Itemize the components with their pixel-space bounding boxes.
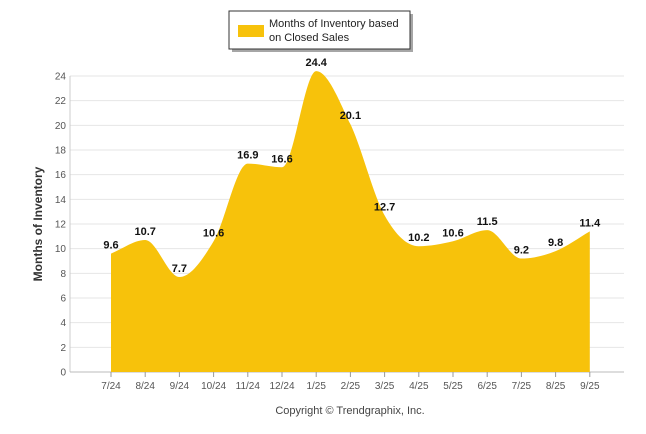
x-tick-label: 5/25: [443, 381, 463, 392]
data-label: 11.4: [579, 217, 601, 229]
y-tick-label: 18: [55, 146, 67, 157]
copyright-text: Copyright © Trendgraphix, Inc.: [275, 405, 424, 417]
y-tick-label: 24: [55, 72, 67, 83]
data-label: 10.2: [408, 232, 429, 244]
x-tick-label: 2/25: [341, 381, 361, 392]
legend-label-line-1: Months of Inventory based: [269, 18, 399, 30]
y-tick-label: 20: [55, 121, 67, 132]
data-label: 10.6: [442, 227, 463, 239]
data-label: 10.7: [134, 226, 155, 238]
y-tick-label: 0: [60, 368, 66, 379]
y-tick-label: 16: [55, 170, 67, 181]
data-label: 20.1: [340, 110, 361, 122]
y-axis-title: Months of Inventory: [31, 166, 45, 281]
x-tick-label: 4/25: [409, 381, 429, 392]
x-tick-label: 8/24: [135, 381, 155, 392]
data-label: 12.7: [374, 201, 395, 213]
legend-swatch: [238, 25, 264, 37]
data-label: 11.5: [477, 216, 498, 228]
data-label: 24.4: [305, 57, 327, 69]
data-label: 16.6: [271, 153, 292, 165]
x-tick-label: 1/25: [306, 381, 326, 392]
data-label: 9.6: [103, 240, 118, 252]
x-tick-label: 7/24: [101, 381, 121, 392]
data-labels: 9.6 10.7 7.7 10.6 16.9 16.6 24.4 20.1 12.7 10.2 10…: [103, 57, 601, 275]
x-tick-labels: 7/24 8/24 9/24 10/24 11/24 12/24 1/25 2/25 3/25 4…: [101, 372, 600, 392]
data-label: 9.8: [548, 237, 563, 249]
y-tick-label: 4: [60, 318, 66, 329]
x-tick-label: 8/25: [546, 381, 566, 392]
x-tick-label: 11/24: [236, 381, 261, 392]
x-tick-label: 12/24: [269, 381, 294, 392]
y-tick-label: 10: [55, 244, 67, 255]
x-tick-label: 3/25: [375, 381, 395, 392]
y-tick-label: 12: [55, 220, 67, 231]
y-tick-label: 22: [55, 96, 67, 107]
x-tick-label: 9/24: [170, 381, 190, 392]
legend[interactable]: Months of Inventory based on Closed Sale…: [228, 10, 413, 52]
x-tick-label: 6/25: [477, 381, 497, 392]
y-tick-label: 14: [55, 195, 67, 206]
y-tick-label: 6: [60, 294, 66, 305]
data-label: 10.6: [203, 227, 224, 239]
x-tick-label: 7/25: [512, 381, 532, 392]
y-tick-label: 8: [60, 269, 66, 280]
x-tick-label: 9/25: [580, 381, 600, 392]
data-label: 9.2: [514, 245, 529, 257]
y-tick-label: 2: [60, 343, 66, 354]
x-tick-label: 10/24: [201, 381, 226, 392]
legend-label-line-2: on Closed Sales: [269, 32, 350, 44]
inventory-area: [111, 71, 590, 373]
data-label: 16.9: [237, 150, 258, 162]
data-label: 7.7: [172, 263, 187, 275]
